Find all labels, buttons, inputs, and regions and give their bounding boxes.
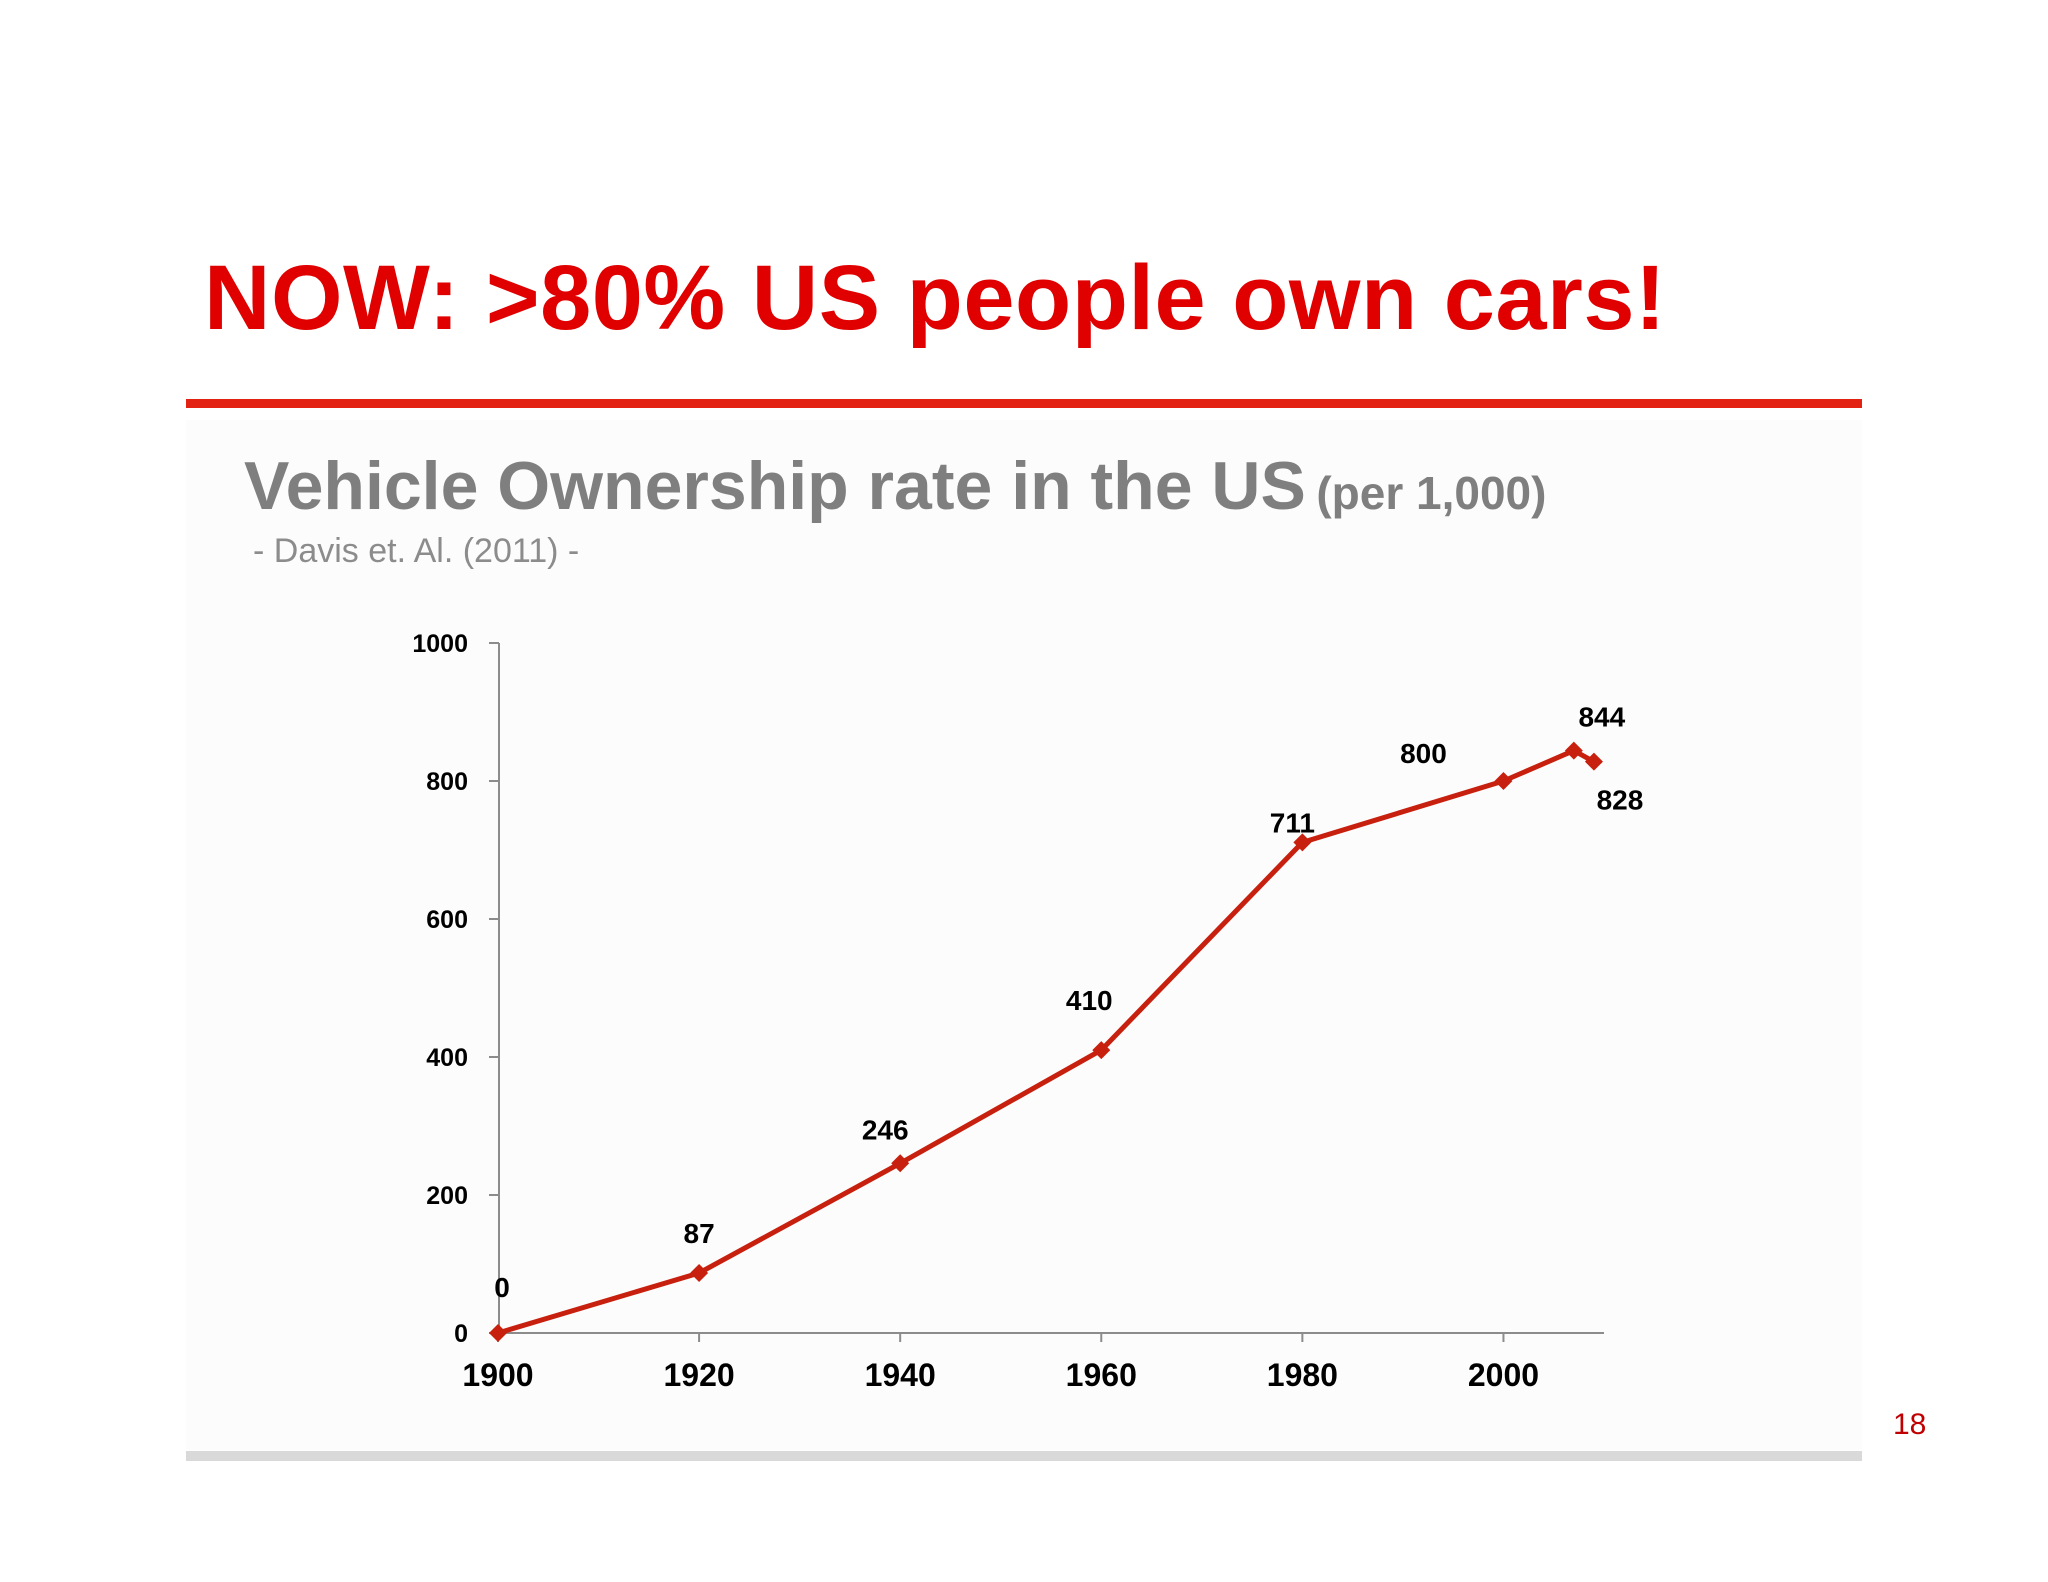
page-number: 18	[1893, 1408, 1927, 1441]
data-label: 0	[494, 1272, 510, 1303]
data-label: 87	[684, 1218, 715, 1249]
data-point-marker	[1494, 772, 1513, 790]
y-tick-label: 0	[454, 1320, 468, 1348]
data-point-marker	[489, 1324, 507, 1342]
chart-panel	[186, 420, 1862, 1450]
x-tick-label: 1940	[865, 1357, 936, 1393]
data-point-marker	[1564, 741, 1583, 760]
data-point-marker	[690, 1263, 709, 1282]
x-tick-label: 1920	[663, 1357, 734, 1393]
slide-title: NOW: >80% US people own cars!	[204, 247, 1667, 349]
y-tick-label: 800	[426, 768, 468, 796]
x-tick-label: 1980	[1267, 1357, 1338, 1393]
data-point-marker	[1092, 1041, 1111, 1060]
bottom-rule	[186, 1451, 1862, 1461]
data-point-marker	[891, 1154, 910, 1173]
chart-source: - Davis et. Al. (2011) -	[253, 532, 580, 570]
data-label: 410	[1066, 985, 1113, 1016]
x-tick-label: 1960	[1066, 1357, 1137, 1393]
y-tick-label: 200	[426, 1182, 468, 1210]
x-tick-label: 2000	[1468, 1357, 1539, 1393]
chart-heading: Vehicle Ownership rate in the US (per 1,…	[244, 452, 1546, 520]
data-label: 844	[1578, 702, 1625, 733]
data-label: 828	[1597, 785, 1644, 816]
data-label: 800	[1400, 738, 1447, 769]
series-line	[497, 748, 1596, 1336]
y-tick-label: 400	[426, 1044, 468, 1072]
chart-heading-unit: (per 1,000)	[1316, 467, 1547, 519]
y-tick-label: 600	[426, 906, 468, 934]
data-label: 246	[862, 1114, 909, 1145]
y-tick-label: 1000	[412, 630, 468, 658]
data-point-marker	[1584, 752, 1603, 771]
data-label: 711	[1270, 807, 1315, 838]
chart-heading-title: Vehicle Ownership rate in the US	[244, 448, 1306, 524]
x-tick-label: 1900	[462, 1357, 533, 1393]
title-rule	[186, 399, 1862, 408]
data-point-marker	[1293, 833, 1312, 852]
